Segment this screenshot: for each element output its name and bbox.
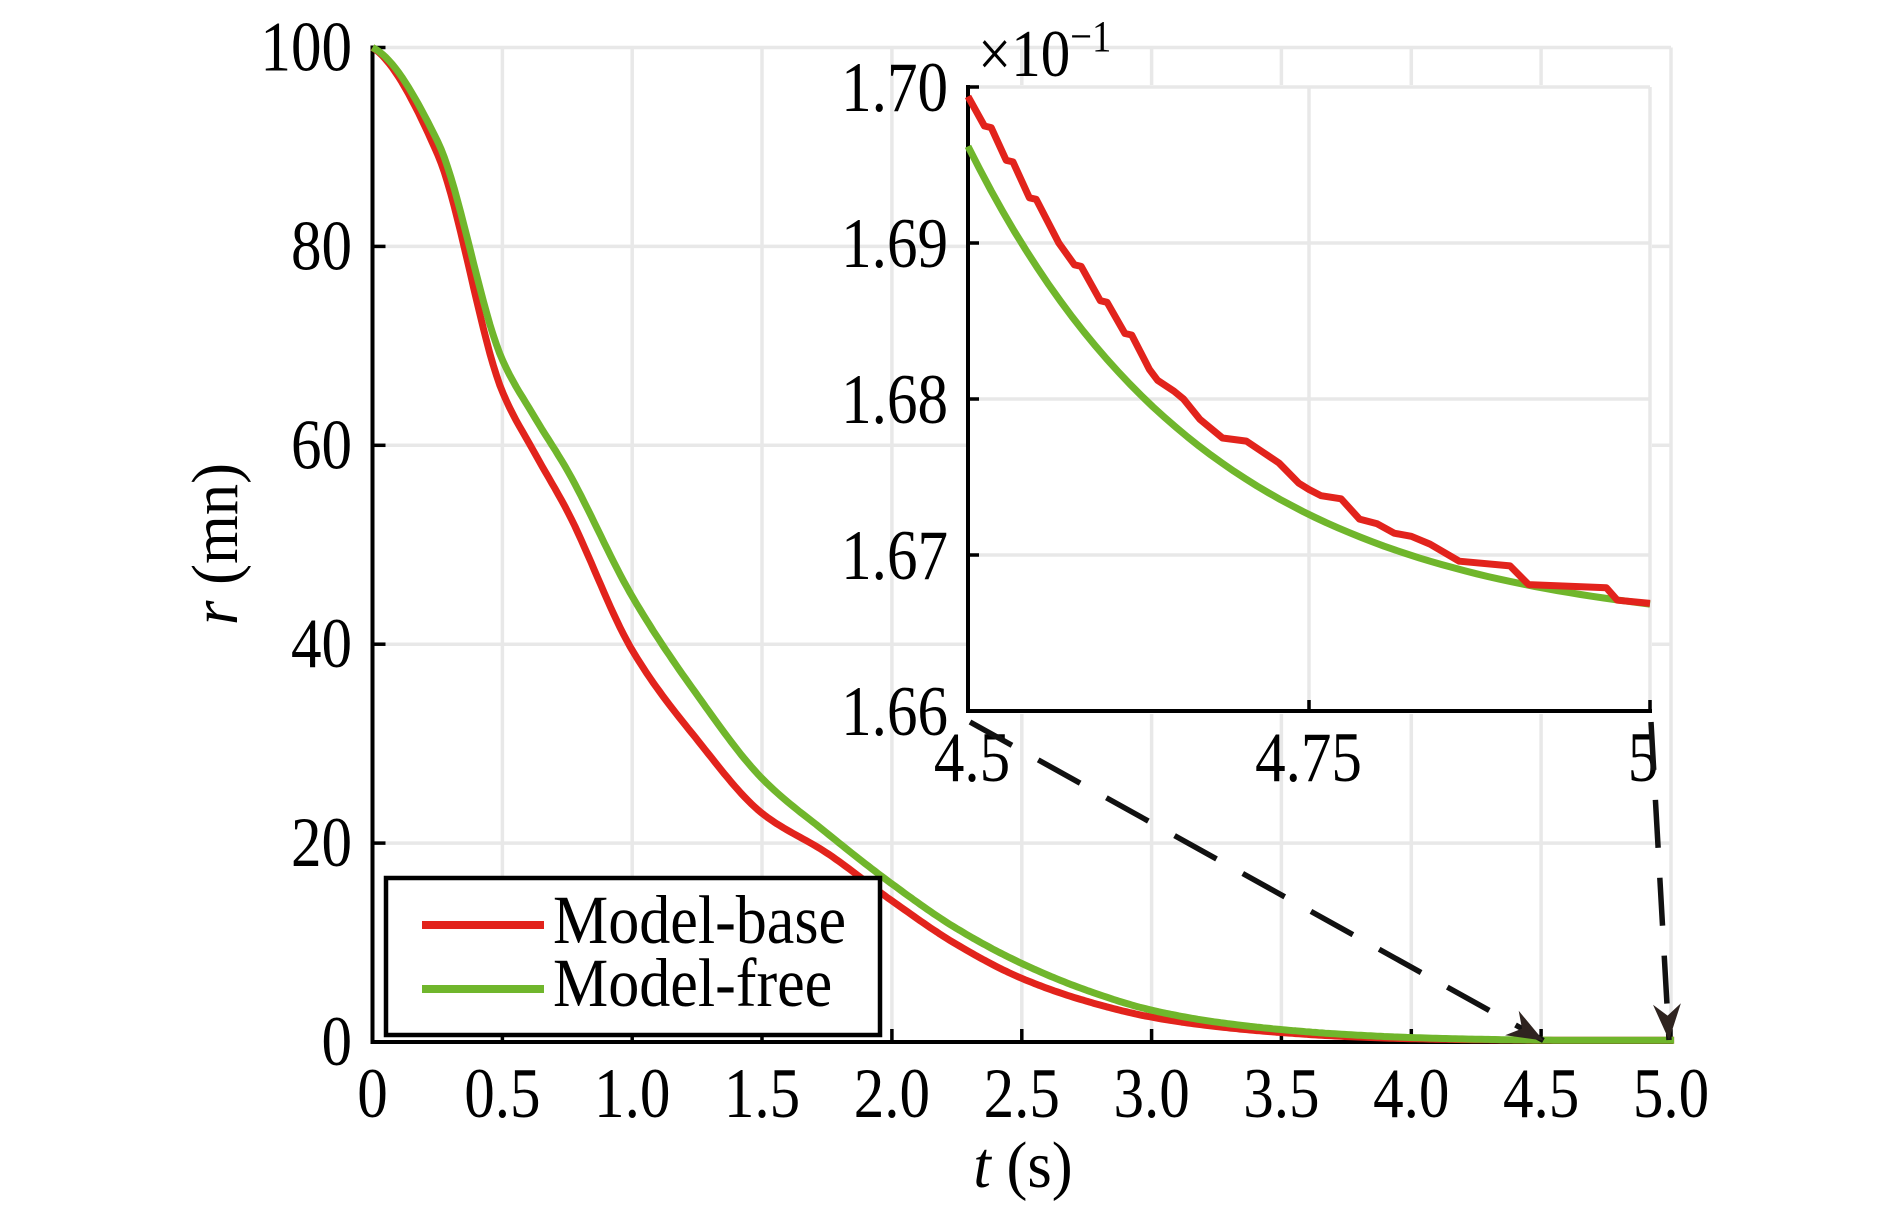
svg-text:1.0: 1.0 <box>594 1055 670 1133</box>
svg-text:1.66: 1.66 <box>841 673 948 751</box>
svg-text:2.5: 2.5 <box>984 1055 1060 1133</box>
svg-text:1.67: 1.67 <box>841 517 948 595</box>
svg-text:1.68: 1.68 <box>841 361 948 439</box>
svg-text:3.0: 3.0 <box>1113 1055 1189 1133</box>
svg-text:60: 60 <box>291 406 352 484</box>
svg-text:4.5: 4.5 <box>934 719 1010 797</box>
svg-text:r (mn): r (mn) <box>179 463 252 625</box>
svg-text:20: 20 <box>291 804 352 882</box>
svg-text:0: 0 <box>321 1003 352 1081</box>
svg-text:4.75: 4.75 <box>1255 719 1362 797</box>
svg-text:Model-base: Model-base <box>553 883 846 959</box>
svg-text:1.5: 1.5 <box>724 1055 800 1133</box>
svg-text:0: 0 <box>357 1055 388 1133</box>
svg-text:40: 40 <box>291 605 352 683</box>
svg-text:4.5: 4.5 <box>1503 1055 1579 1133</box>
svg-text:3.5: 3.5 <box>1243 1055 1319 1133</box>
svg-text:2.0: 2.0 <box>854 1055 930 1133</box>
svg-text:0.5: 0.5 <box>464 1055 540 1133</box>
svg-text:80: 80 <box>291 207 352 285</box>
svg-text:5.0: 5.0 <box>1633 1055 1709 1133</box>
svg-text:100: 100 <box>260 8 352 86</box>
svg-text:4.0: 4.0 <box>1373 1055 1449 1133</box>
svg-text:Model-free: Model-free <box>553 946 832 1022</box>
svg-text:1.70: 1.70 <box>841 49 948 127</box>
svg-text:1.69: 1.69 <box>841 205 948 283</box>
svg-text:t (s): t (s) <box>973 1129 1072 1202</box>
